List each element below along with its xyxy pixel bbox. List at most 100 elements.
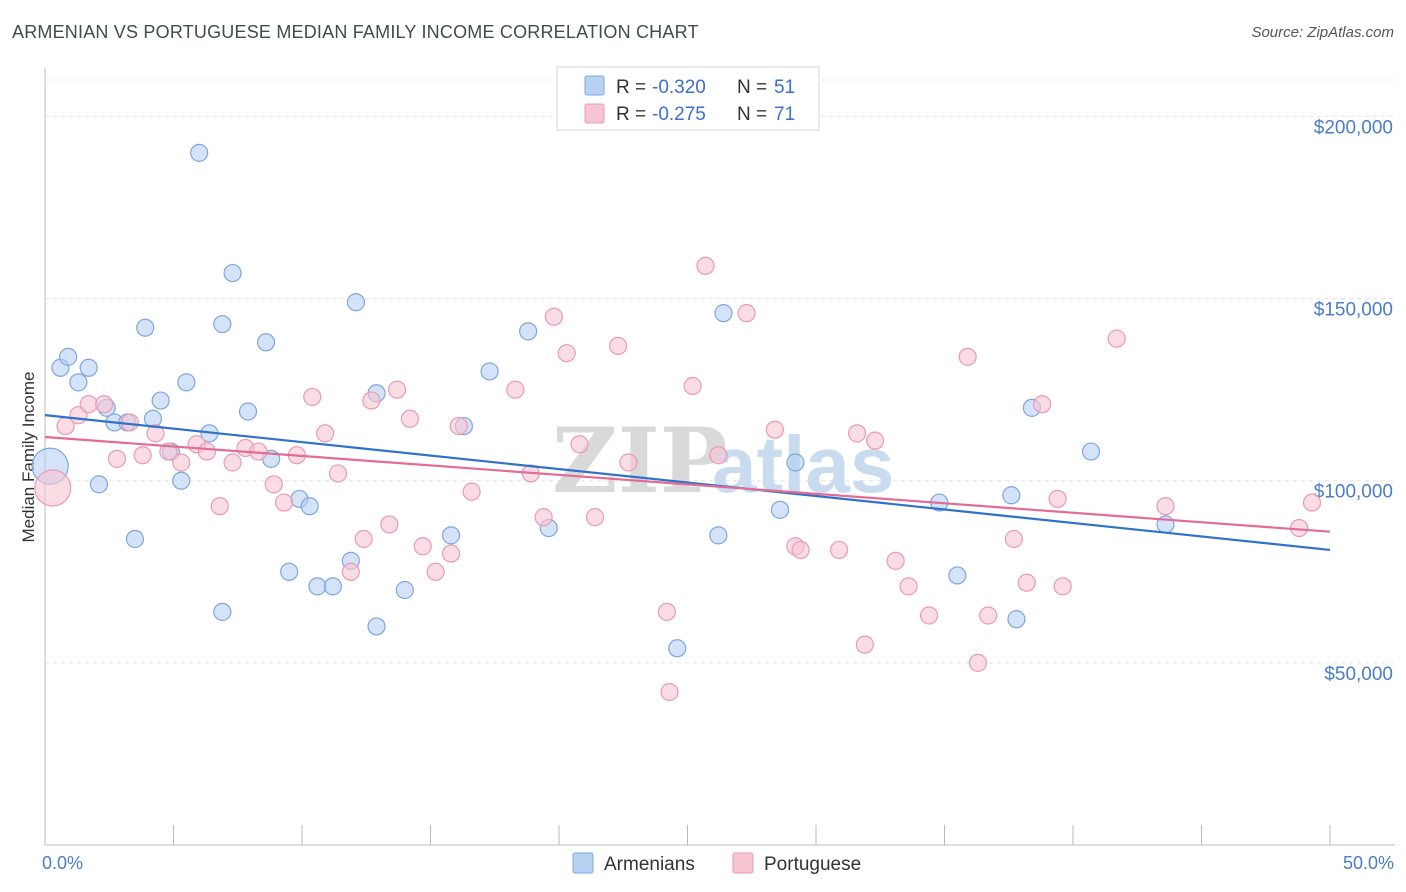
- portuguese-point: [544, 307, 563, 326]
- portuguese-point: [274, 493, 294, 512]
- armenians-points: [31, 143, 1175, 658]
- series-legend-swatch-armenians: [572, 852, 594, 874]
- armenians-point: [59, 347, 78, 366]
- portuguese-point: [34, 469, 72, 507]
- correlation-legend: R = -0.320 N = 51 R = -0.275 N = 71: [556, 66, 820, 131]
- armenians-point: [395, 580, 414, 600]
- portuguese-point: [400, 409, 420, 428]
- y-tick-label: $100,000: [1314, 482, 1393, 503]
- portuguese-point: [172, 453, 191, 472]
- portuguese-point: [886, 551, 905, 570]
- armenians-point: [223, 263, 242, 283]
- portuguese-point: [683, 376, 702, 396]
- armenians-point: [948, 566, 967, 585]
- portuguese-point: [1033, 395, 1052, 414]
- portuguese-point: [107, 449, 127, 468]
- y-tick-label: $150,000: [1314, 300, 1393, 321]
- legend-r-label: R =: [616, 77, 646, 98]
- armenians-point: [714, 304, 733, 323]
- legend-n-label: N =: [737, 77, 767, 98]
- portuguese-point: [387, 380, 407, 399]
- armenians-point: [1002, 486, 1021, 505]
- portuguese-point: [146, 424, 165, 443]
- portuguese-point: [1017, 573, 1036, 592]
- armenians-trend-line: [44, 414, 1331, 552]
- chart-title: ARMENIAN VS PORTUGUESE MEDIAN FAMILY INC…: [12, 22, 699, 42]
- armenians-point: [89, 475, 109, 494]
- y-tick-labels: $50,000 $100,000 $150,000 $200,000: [1314, 117, 1393, 684]
- portuguese-point: [362, 391, 381, 410]
- armenians-point: [1081, 442, 1101, 461]
- portuguese-point: [133, 446, 152, 465]
- armenians-point: [172, 471, 191, 490]
- legend-swatch-portuguese: [584, 103, 605, 124]
- portuguese-point: [441, 544, 461, 563]
- portuguese-point: [95, 395, 114, 414]
- portuguese-point: [1156, 497, 1175, 516]
- x-tick-label-start: 0.0%: [42, 853, 83, 873]
- portuguese-point: [264, 475, 283, 494]
- armenians-point: [256, 333, 276, 352]
- armenians-point: [300, 497, 319, 516]
- armenians-point: [69, 373, 88, 392]
- armenians-point: [280, 562, 299, 581]
- armenians-point: [151, 391, 170, 410]
- portuguese-point: [899, 577, 918, 596]
- portuguese-point: [848, 424, 867, 443]
- portuguese-point: [979, 606, 998, 625]
- y-tick-label: $200,000: [1314, 117, 1393, 138]
- portuguese-point: [380, 515, 399, 534]
- portuguese-point: [765, 420, 784, 439]
- portuguese-point: [413, 537, 432, 556]
- armenians-point: [177, 373, 196, 392]
- armenians-point: [668, 639, 687, 658]
- portuguese-point: [223, 453, 242, 472]
- portuguese-point: [328, 464, 348, 483]
- portuguese-point: [709, 446, 728, 465]
- armenians-point: [190, 143, 209, 162]
- armenians-point: [770, 500, 790, 519]
- armenians-point: [213, 314, 232, 334]
- portuguese-point: [1053, 577, 1072, 596]
- armenians-point: [441, 526, 461, 545]
- portuguese-point: [210, 497, 229, 516]
- portuguese-point: [1302, 493, 1322, 512]
- portuguese-point: [919, 606, 939, 625]
- armenians-point: [79, 358, 98, 377]
- y-tick-label: $50,000: [1324, 664, 1393, 685]
- portuguese-point: [354, 529, 373, 549]
- armenians-point: [709, 526, 728, 545]
- portuguese-point: [449, 416, 468, 436]
- legend-n-label: N =: [737, 104, 767, 125]
- portuguese-point: [1048, 489, 1067, 509]
- armenians-point: [786, 453, 805, 472]
- armenians-point: [480, 362, 499, 381]
- portuguese-point: [197, 442, 217, 461]
- series-legend-swatch-portuguese: [732, 852, 754, 874]
- watermark-zip-text: ZIP: [552, 408, 727, 514]
- series-legend-label-portuguese: Portuguese: [764, 854, 861, 875]
- portuguese-point: [570, 435, 589, 454]
- armenians-point: [519, 322, 538, 341]
- series-legend: Armenians Portuguese: [572, 852, 861, 875]
- armenians-point: [213, 602, 232, 621]
- source-credit: Source: ZipAtlas.com: [1251, 24, 1394, 41]
- portuguese-points: [34, 256, 1322, 702]
- armenians-point: [238, 402, 258, 421]
- armenians-point: [346, 293, 366, 312]
- series-legend-label-armenians: Armenians: [604, 854, 695, 875]
- portuguese-trend-line: [44, 435, 1331, 533]
- legend-n-value: 51: [774, 77, 795, 98]
- portuguese-point: [426, 562, 445, 581]
- portuguese-point: [696, 256, 715, 275]
- portuguese-point: [958, 347, 977, 366]
- portuguese-point: [855, 635, 874, 654]
- armenians-point: [125, 529, 145, 549]
- portuguese-point: [660, 682, 679, 702]
- portuguese-point: [585, 508, 605, 527]
- portuguese-point: [609, 336, 628, 356]
- armenians-point: [136, 318, 155, 337]
- portuguese-point: [303, 387, 322, 407]
- legend-r-value: -0.320: [652, 77, 706, 98]
